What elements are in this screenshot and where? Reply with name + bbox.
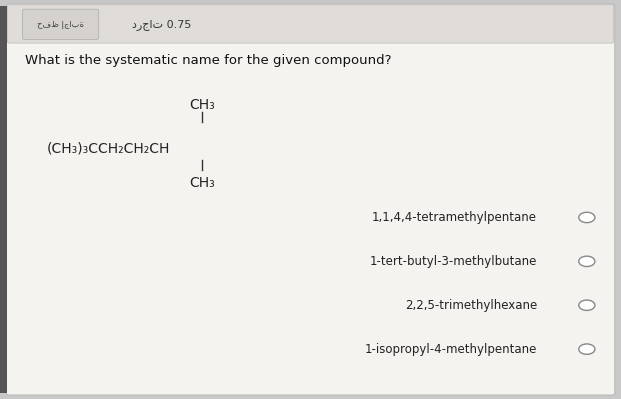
Text: CH₃: CH₃: [189, 176, 215, 190]
Circle shape: [579, 300, 595, 310]
Text: 1,1,4,4-tetramethylpentane: 1,1,4,4-tetramethylpentane: [372, 211, 537, 224]
Circle shape: [579, 256, 595, 267]
Text: CH₃: CH₃: [189, 98, 215, 112]
Circle shape: [579, 212, 595, 223]
Circle shape: [579, 344, 595, 354]
Text: 1-isopropyl-4-methylpentane: 1-isopropyl-4-methylpentane: [365, 343, 537, 356]
Bar: [0, 6, 7, 393]
FancyBboxPatch shape: [22, 9, 99, 40]
Text: 2,2,5-trimethylhexane: 2,2,5-trimethylhexane: [405, 299, 537, 312]
FancyBboxPatch shape: [7, 5, 614, 43]
Text: درجات 0.75: درجات 0.75: [132, 19, 191, 30]
Text: 1-tert-butyl-3-methylbutane: 1-tert-butyl-3-methylbutane: [369, 255, 537, 268]
FancyBboxPatch shape: [6, 4, 615, 395]
Text: What is the systematic name for the given compound?: What is the systematic name for the give…: [25, 54, 391, 67]
Text: حفظ إجابة: حفظ إجابة: [37, 20, 84, 29]
Text: (CH₃)₃CCH₂CH₂CH: (CH₃)₃CCH₂CH₂CH: [47, 142, 170, 156]
